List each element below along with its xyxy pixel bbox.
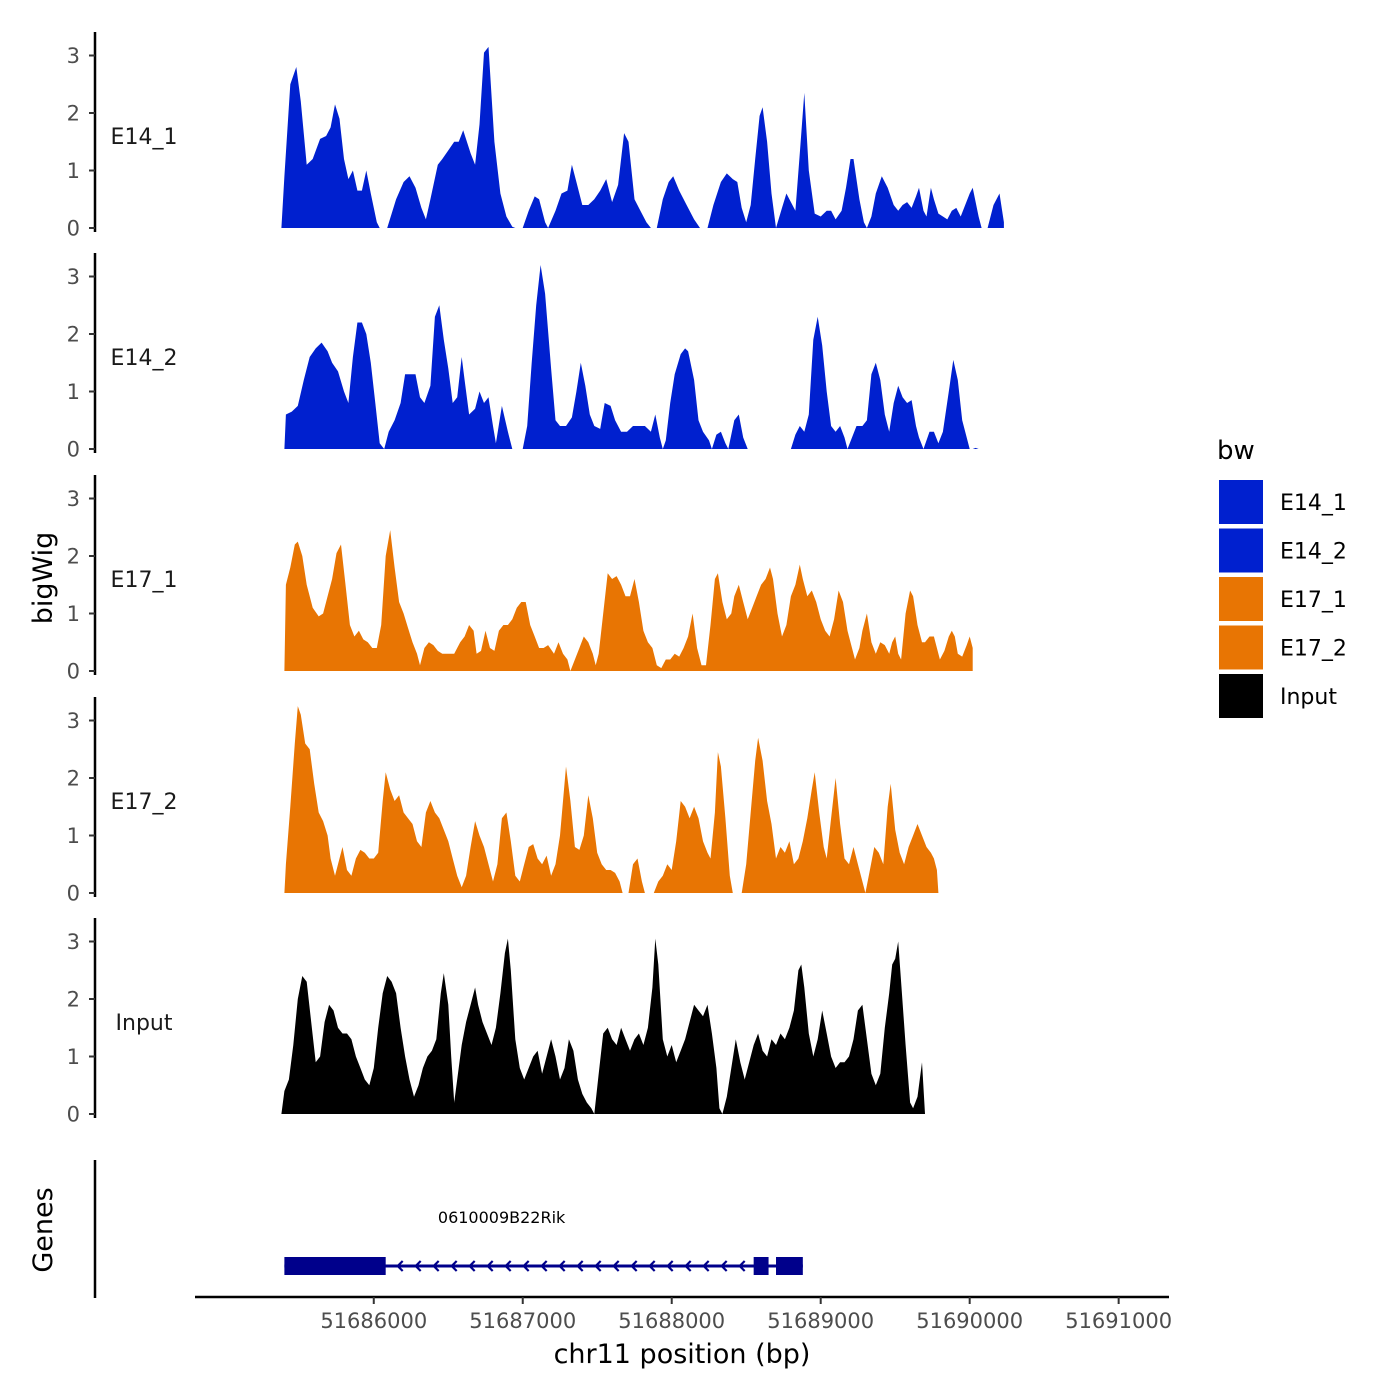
x-tick-label: 51691000 [1065, 1309, 1172, 1333]
y-tick-label: 1 [67, 159, 80, 183]
track-label: E14_1 [111, 125, 178, 150]
strand-arrow [720, 1260, 728, 1272]
y-tick-label: 2 [67, 988, 80, 1012]
coverage-area-E17_1 [284, 530, 973, 671]
gene-exon [284, 1257, 386, 1275]
track-label: Input [116, 1011, 173, 1036]
legend-swatch [1219, 625, 1263, 670]
track-label: E17_2 [111, 790, 178, 815]
y-tick-label: 3 [67, 930, 80, 954]
strand-arrow [468, 1260, 476, 1272]
legend-swatch [1219, 528, 1263, 573]
strand-arrow [630, 1260, 638, 1272]
x-tick-label: 51686000 [320, 1309, 427, 1333]
strand-arrow [702, 1260, 710, 1272]
y-tick-label: 0 [67, 217, 80, 241]
bigwig-tracks: 0 1 2 3 E14_1 0 1 2 3 E14_2 0 1 2 3 E17_1 0 1 2 3 E17_2 0 1 2 3… [67, 32, 1004, 1127]
legend-swatch [1219, 577, 1263, 621]
gene-name-label: 0610009B22Rik [438, 1208, 566, 1227]
y-tick-label: 1 [67, 380, 80, 404]
strand-arrow [738, 1260, 746, 1272]
track-E14_1: 0 1 2 3 E14_1 [67, 32, 1004, 241]
strand-arrow [396, 1260, 404, 1272]
y-tick-label: 2 [67, 767, 80, 791]
track-E17_2: 0 1 2 3 E17_2 [67, 697, 939, 906]
y-tick-label: 3 [67, 44, 80, 68]
strand-arrow [414, 1260, 422, 1272]
strand-arrow [594, 1260, 602, 1272]
coverage-area-Input [281, 938, 925, 1114]
y-tick-label: 0 [67, 1103, 80, 1127]
y-tick-label: 1 [67, 824, 80, 848]
legend-swatch [1219, 674, 1263, 718]
strand-arrow [504, 1260, 512, 1272]
y-tick-label: 0 [67, 660, 80, 684]
strand-arrow [576, 1260, 584, 1272]
x-tick-label: 51688000 [618, 1309, 725, 1333]
y-tick-label: 1 [67, 602, 80, 626]
x-axis: 51686000 51687000 51688000 51689000 51690000… [195, 1295, 1172, 1333]
genes-axis-title: Genes [28, 1187, 59, 1272]
y-tick-label: 0 [67, 882, 80, 906]
legend-label: E17_1 [1280, 588, 1347, 613]
gene-track: 0610009B22Rik [93, 1160, 803, 1298]
gene-exon [776, 1257, 803, 1275]
x-axis-title: chr11 position (bp) [554, 1339, 811, 1370]
legend-label: E14_2 [1280, 540, 1347, 565]
y-tick-label: 2 [67, 545, 80, 569]
legend-label: E14_1 [1280, 491, 1347, 516]
strand-arrow [450, 1260, 458, 1272]
coverage-area-E17_2 [284, 706, 939, 893]
strand-arrow [540, 1260, 548, 1272]
legend: bw E14_1 E14_2 E17_1 E17_2 Input [1217, 436, 1347, 718]
x-tick-label: 51687000 [469, 1309, 576, 1333]
strand-arrow [648, 1260, 656, 1272]
legend-label: E17_2 [1280, 637, 1347, 662]
coverage-area-E14_2 [284, 265, 979, 449]
y-tick-label: 3 [67, 265, 80, 289]
track-E17_1: 0 1 2 3 E17_1 [67, 475, 973, 684]
strand-arrow [432, 1260, 440, 1272]
y-tick-label: 0 [67, 438, 80, 462]
y-tick-label: 2 [67, 323, 80, 347]
y-tick-label: 3 [67, 709, 80, 733]
gene-exon [753, 1257, 769, 1275]
strand-arrow [612, 1260, 620, 1272]
track-label: E17_1 [111, 568, 178, 593]
legend-title: bw [1217, 436, 1255, 466]
strand-arrow [486, 1260, 494, 1272]
y-tick-label: 3 [67, 487, 80, 511]
coverage-area-E14_1 [281, 46, 1004, 229]
x-tick-label: 51690000 [916, 1309, 1023, 1333]
legend-swatch [1219, 480, 1263, 524]
strand-arrow [522, 1260, 530, 1272]
track-Input: 0 1 2 3 Input [67, 918, 925, 1127]
strand-arrow [684, 1260, 692, 1272]
strand-arrow [666, 1260, 674, 1272]
x-tick-label: 51689000 [767, 1309, 874, 1333]
track-label: E14_2 [111, 346, 178, 371]
y-tick-label: 1 [67, 1045, 80, 1069]
strand-arrow [558, 1260, 566, 1272]
track-E14_2: 0 1 2 3 E14_2 [67, 253, 979, 462]
y-axis-title: bigWig [28, 532, 59, 625]
legend-label: Input [1280, 685, 1337, 710]
y-tick-label: 2 [67, 102, 80, 126]
